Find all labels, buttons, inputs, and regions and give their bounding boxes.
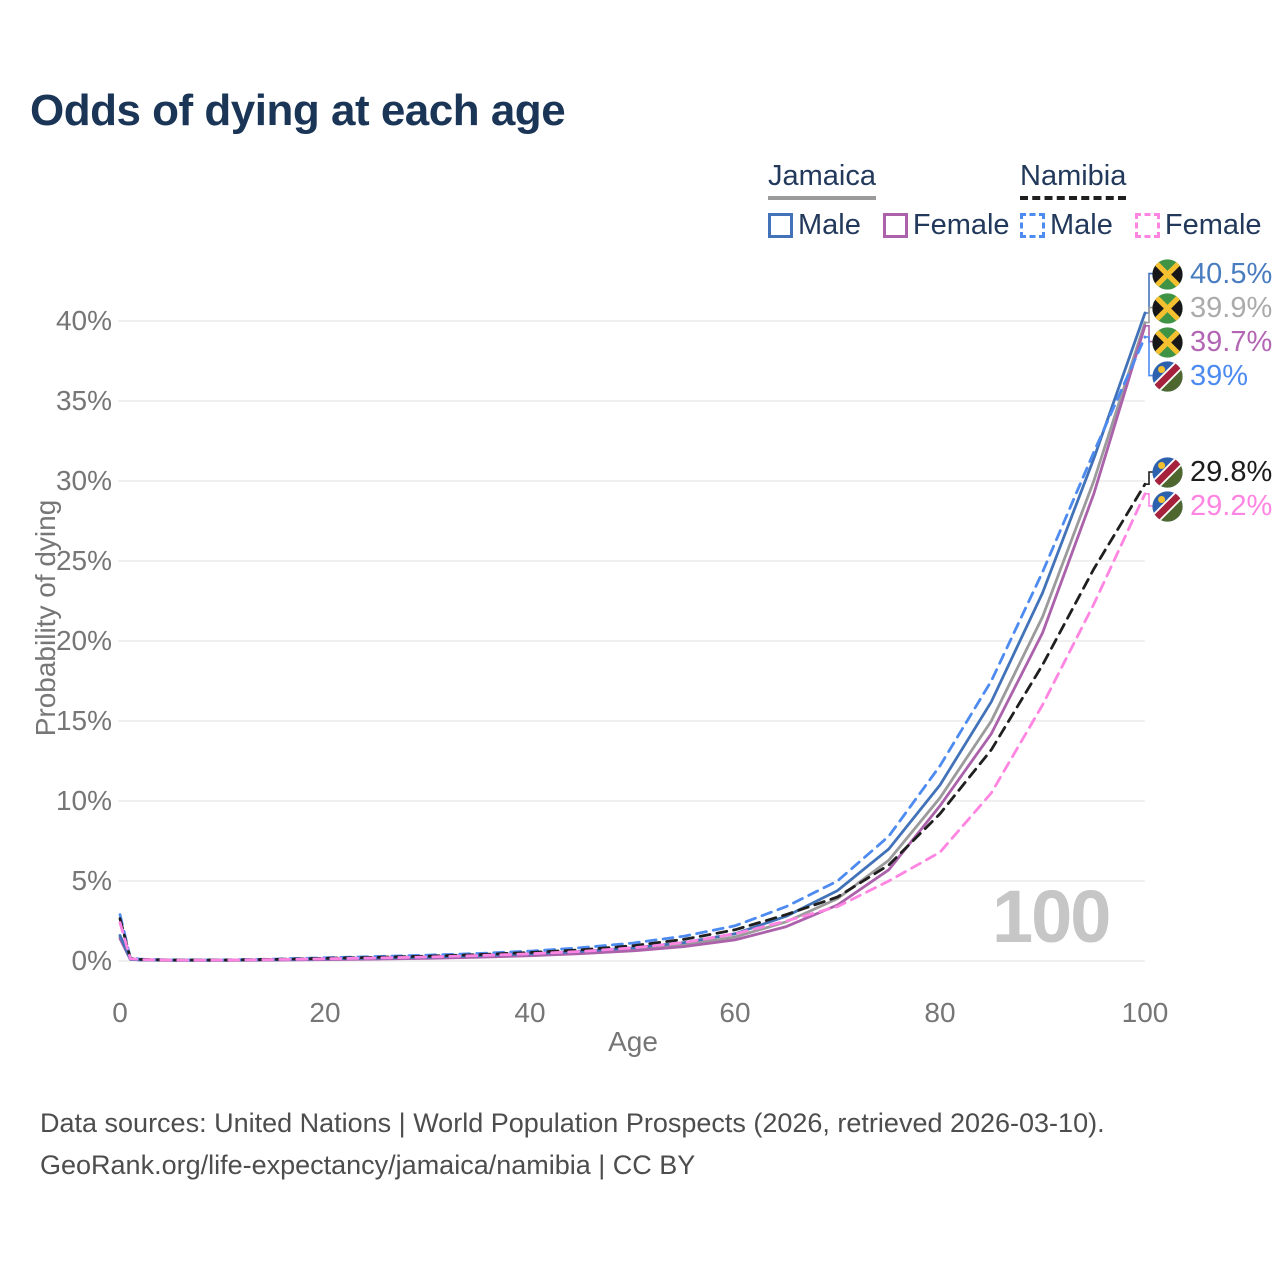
series-line-namibia-male[interactable] — [118, 335, 1147, 962]
end-label-value: 39.7% — [1190, 325, 1273, 358]
jamaica-flag-icon — [1152, 326, 1183, 358]
series-line-jamaica-female[interactable] — [118, 324, 1147, 962]
x-tick-label-0: 0 — [112, 997, 128, 1028]
end-label-value: 39% — [1190, 359, 1249, 392]
age-watermark: 100 — [992, 875, 1111, 958]
namibia-male-swatch-icon — [1020, 213, 1045, 238]
series-line-namibia-female[interactable] — [118, 492, 1147, 962]
jamaica-male-swatch-icon — [768, 213, 793, 238]
end-label-jamaica-female[interactable]: 39.7% — [1152, 326, 1272, 358]
jamaica-flag-icon — [1152, 258, 1183, 290]
y-axis-title: Probability of dying — [30, 499, 61, 737]
leader-line-namibia-female — [1145, 493, 1153, 507]
namibia-flag-icon — [1152, 360, 1183, 392]
legend-group-jamaica: Jamaica Male Female — [768, 160, 1010, 242]
y-tick-label-40: 40% — [56, 305, 112, 336]
y-tick-label-35: 35% — [56, 385, 112, 416]
page-title: Odds of dying at each age — [30, 86, 566, 135]
end-label-jamaica-both-sexes[interactable]: 39.9% — [1152, 292, 1272, 324]
footer-source-line: Data sources: United Nations | World Pop… — [40, 1108, 1105, 1138]
x-tick-label-80: 80 — [924, 997, 955, 1028]
namibia-female-swatch-icon — [1134, 213, 1160, 238]
y-tick-label-20: 20% — [56, 625, 112, 656]
series-line-namibia-both-sexes[interactable] — [118, 482, 1147, 962]
y-tick-label-10: 10% — [56, 785, 112, 816]
leader-line-jamaica-both-sexes — [1145, 306, 1153, 324]
series-line-jamaica-male[interactable] — [118, 311, 1147, 962]
namibia-flag-icon — [1152, 490, 1183, 522]
legend-group-namibia: Namibia Male Female — [1020, 160, 1262, 242]
legend-item-jamaica-female[interactable]: Female — [882, 209, 1010, 242]
x-tick-label-100: 100 — [1122, 997, 1169, 1028]
x-tick-label-60: 60 — [719, 997, 750, 1028]
end-label-value: 39.9% — [1190, 291, 1273, 324]
y-tick-label-30: 30% — [56, 465, 112, 496]
x-tick-label-20: 20 — [309, 997, 340, 1028]
leader-line-jamaica-female — [1145, 325, 1153, 343]
leader-line-jamaica-male — [1145, 272, 1153, 314]
jamaica-female-swatch-icon — [882, 213, 908, 238]
leader-line-namibia-male — [1145, 336, 1153, 377]
footer: Data sources: United Nations | World Pop… — [40, 1102, 1105, 1186]
end-label-namibia-male[interactable]: 39% — [1152, 360, 1248, 392]
end-label-value: 29.2% — [1190, 489, 1273, 522]
end-label-jamaica-male[interactable]: 40.5% — [1152, 258, 1272, 290]
x-axis-title: Age — [608, 1026, 658, 1057]
end-label-namibia-both-sexes[interactable]: 29.8% — [1152, 456, 1272, 488]
end-label-value: 29.8% — [1190, 455, 1273, 488]
jamaica-flag-icon — [1152, 292, 1183, 324]
end-label-namibia-female[interactable]: 29.2% — [1152, 490, 1272, 522]
y-tick-label-0: 0% — [72, 945, 112, 976]
y-tick-label-15: 15% — [56, 705, 112, 736]
legend-country-jamaica[interactable]: Jamaica — [768, 160, 876, 200]
leader-line-namibia-both-sexes — [1145, 471, 1153, 485]
legend-item-namibia-male[interactable]: Male — [1020, 209, 1113, 242]
y-tick-label-5: 5% — [72, 865, 112, 896]
legend-item-jamaica-male[interactable]: Male — [768, 209, 861, 242]
x-tick-label-40: 40 — [514, 997, 545, 1028]
legend-item-namibia-female[interactable]: Female — [1134, 209, 1262, 242]
end-label-value: 40.5% — [1190, 257, 1273, 290]
footer-link-line: GeoRank.org/life-expectancy/jamaica/nami… — [40, 1150, 696, 1180]
legend-country-namibia[interactable]: Namibia — [1020, 160, 1127, 200]
y-tick-label-25: 25% — [56, 545, 112, 576]
namibia-flag-icon — [1152, 456, 1183, 488]
